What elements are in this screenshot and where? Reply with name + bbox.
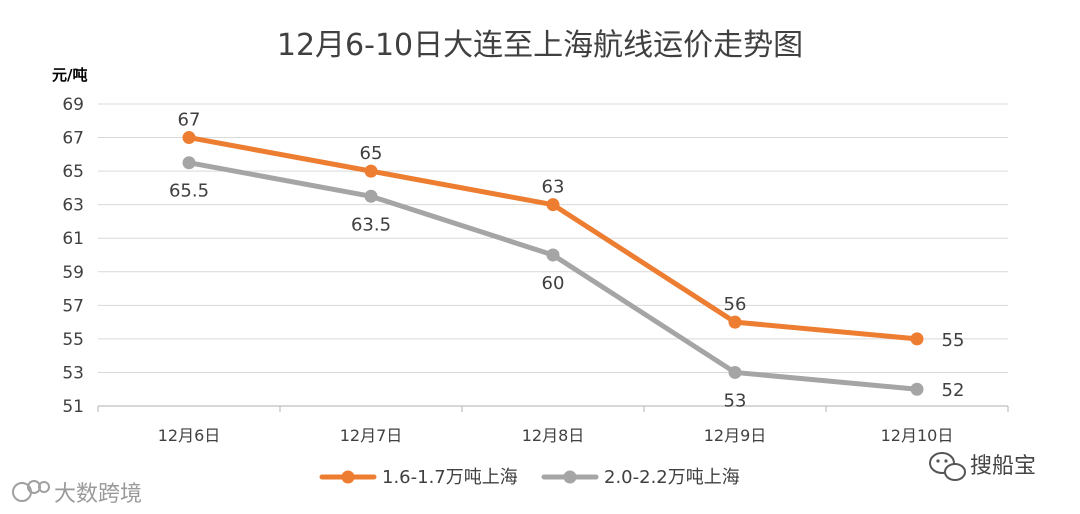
x-tick-label-1: 12月7日: [340, 426, 403, 445]
series-0-data-label-2: 63: [542, 177, 565, 198]
series-0-data-label-1: 65: [360, 143, 383, 164]
data-label-layer: 67 65 63 56 55 65.5 63.5 60 53 52: [169, 110, 964, 412]
series-1-marker-0: [182, 156, 196, 170]
watermark-right: 搜船宝: [929, 452, 1036, 481]
series-0-marker-0: [182, 131, 196, 145]
series-0-marker-3: [728, 315, 742, 329]
y-tick-label-65: 65: [62, 162, 84, 182]
x-tick-label-2: 12月8日: [522, 426, 585, 445]
series-1-data-label-4: 52: [942, 380, 965, 401]
y-tick-label-53: 53: [62, 363, 84, 383]
series-0-marker-4: [910, 332, 924, 346]
y-tick-label-51: 51: [62, 397, 84, 417]
y-tick-label-57: 57: [62, 296, 84, 316]
series-0-marker-2: [546, 198, 560, 212]
weibo-logo-icon: [12, 480, 50, 502]
legend-label-1: 2.0-2.2万吨上海: [604, 467, 740, 488]
watermark-right-text: 搜船宝: [970, 454, 1036, 479]
watermark-left: 大数跨境: [12, 480, 142, 507]
series-1-marker-2: [546, 248, 560, 262]
series-1-marker-4: [910, 382, 924, 396]
y-tick-label-55: 55: [62, 330, 84, 350]
wechat-logo-icon: [929, 452, 966, 481]
legend: 1.6-1.7万吨上海 2.0-2.2万吨上海: [319, 467, 740, 488]
series-1-data-label-0: 65.5: [169, 181, 209, 202]
series-1-marker-3: [728, 365, 742, 379]
legend-marker-0: [341, 470, 355, 484]
legend-marker-1: [563, 470, 577, 484]
series-1-data-label-1: 63.5: [351, 214, 391, 235]
axis-layer: 51 53 55 57 59 61 63 65 67 69 12月6日 12月7日 12月8日 12月9日…: [62, 95, 1009, 445]
chart-title: 12月6-10日大连至上海航线运价走势图: [277, 28, 803, 63]
x-tick-label-0: 12月6日: [158, 426, 221, 445]
y-tick-label-61: 61: [62, 229, 84, 249]
x-tick-label-3: 12月9日: [704, 426, 767, 445]
series-layer: [182, 131, 924, 396]
series-1-marker-1: [364, 189, 378, 203]
series-0-marker-1: [364, 164, 378, 178]
y-tick-label-69: 69: [62, 95, 84, 115]
legend-label-0: 1.6-1.7万吨上海: [382, 467, 518, 488]
series-1-data-label-3: 53: [724, 390, 747, 411]
y-tick-label-63: 63: [62, 196, 84, 216]
series-0-data-label-3: 56: [724, 294, 747, 315]
series-0-data-label-4: 55: [942, 330, 965, 351]
y-axis-unit-label: 元/吨: [52, 66, 87, 84]
y-tick-label-59: 59: [62, 263, 84, 283]
x-tick-label-4: 12月10日: [881, 426, 954, 445]
y-tick-label-67: 67: [62, 129, 84, 149]
series-1-data-label-2: 60: [542, 273, 565, 294]
series-0-data-label-0: 67: [178, 110, 201, 131]
watermark-left-text: 大数跨境: [54, 482, 142, 507]
